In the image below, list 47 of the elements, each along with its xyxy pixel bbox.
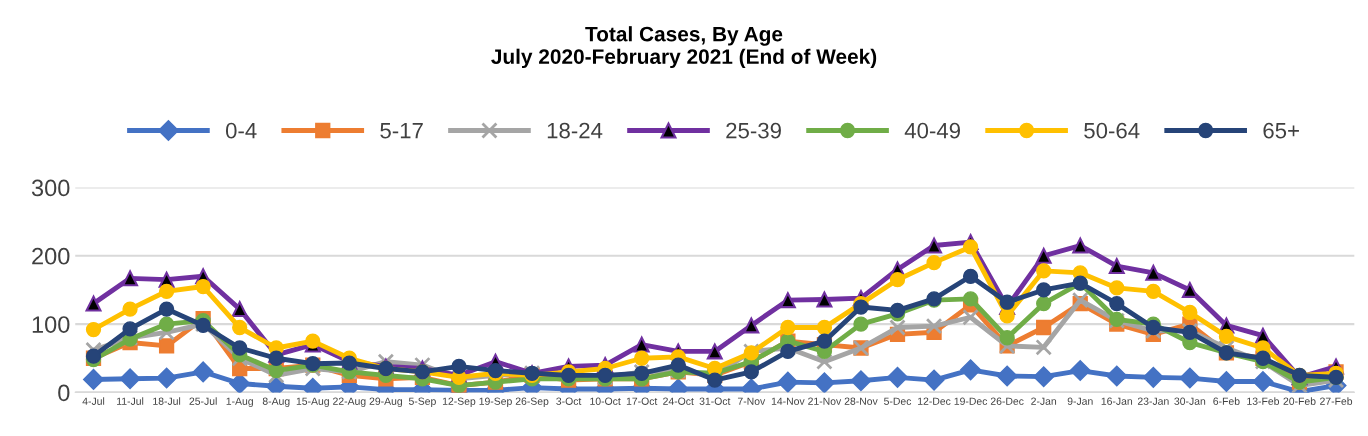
x-tick-label: 15-Aug: [296, 397, 329, 407]
x-tick-label: 19-Sep: [479, 397, 512, 407]
x-tick-label: 3-Oct: [556, 397, 582, 405]
legend-label: 65+: [1263, 122, 1299, 139]
legend-label: 25-39: [726, 122, 781, 139]
legend-label: 0-4: [225, 122, 257, 139]
x-tick-label: 31-Oct: [699, 397, 731, 405]
x-tick-label: 20-Feb: [1283, 397, 1316, 405]
x-tick-label: 30-Jan: [1174, 397, 1206, 405]
x-tick-label: 7-Nov: [737, 397, 766, 405]
x-tick-label: 6-Feb: [1213, 397, 1240, 405]
x-tick-label: 13-Feb: [1247, 397, 1280, 405]
x-tick-label: 24-Oct: [663, 397, 694, 405]
x-tick-label: 19-Dec: [954, 397, 988, 405]
x-tick-label: 4-Jul: [82, 397, 105, 405]
x-tick-label: 21-Nov: [808, 397, 842, 405]
x-tick-label: 22-Aug: [333, 397, 366, 407]
legend-label: 50-64: [1084, 122, 1140, 139]
x-tick-label: 5-Dec: [884, 397, 912, 405]
x-tick-label: 23-Jan: [1137, 397, 1169, 405]
legend-label: 5-17: [380, 122, 423, 139]
x-tick-label: 8-Aug: [262, 397, 290, 407]
x-tick-label: 14-Nov: [771, 397, 805, 405]
y-tick-label: 0: [58, 384, 70, 402]
x-tick-label: 2-Jan: [1031, 397, 1057, 405]
y-tick-label: 100: [32, 316, 70, 333]
x-tick-label: 5-Sep: [408, 397, 436, 407]
x-tick-label: 25-Jul: [189, 397, 217, 405]
x-tick-label: 29-Aug: [369, 397, 402, 407]
x-tick-label: 16-Jan: [1101, 397, 1133, 405]
y-tick-label: 200: [32, 247, 70, 265]
x-tick-label: 26-Dec: [990, 397, 1024, 405]
y-tick-label: 300: [31, 179, 70, 197]
x-tick-label: 11-Jul: [117, 397, 144, 405]
x-tick-label: 27-Feb: [1320, 397, 1353, 405]
x-tick-label: 12-Dec: [918, 397, 951, 405]
x-tick-label: 28-Nov: [844, 397, 878, 405]
legend-label: 40-49: [904, 122, 961, 139]
x-tick-label: 1-Aug: [226, 397, 253, 407]
x-tick-label: 17-Oct: [626, 397, 658, 405]
chart-title: Total Cases, By Age July 2020-February 2021 (End of Week): [491, 26, 877, 69]
x-tick-label: 26-Sep: [515, 397, 549, 407]
x-tick-label: 18-Jul: [153, 397, 181, 405]
x-tick-label: 10-Oct: [590, 397, 621, 405]
x-tick-label: 12-Sep: [442, 397, 476, 407]
x-tick-label: 9-Jan: [1067, 397, 1093, 405]
legend-label: 18-24: [547, 122, 603, 139]
